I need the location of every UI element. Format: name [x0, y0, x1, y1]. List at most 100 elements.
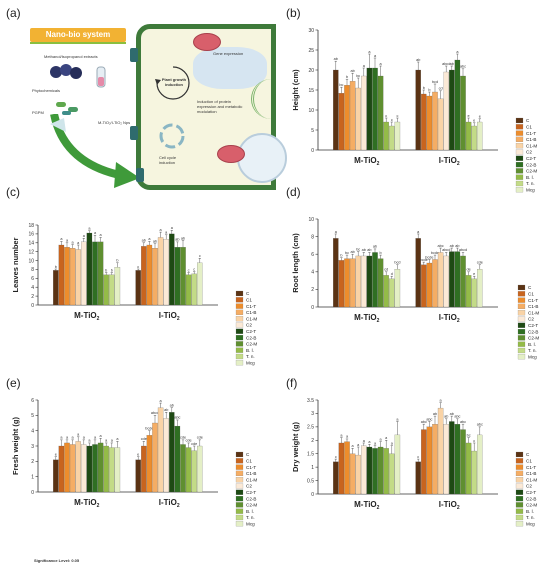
- significance-letter: c: [396, 114, 398, 118]
- legend-swatch: [235, 451, 244, 458]
- bar: [169, 412, 175, 493]
- significance-letter: a: [77, 241, 80, 245]
- bar: [69, 248, 76, 306]
- legend-label: C1-B: [526, 471, 536, 476]
- significance-letter: c: [199, 254, 201, 258]
- legend-swatch: [235, 470, 244, 477]
- flow-arrow-icon: [50, 114, 140, 188]
- bar: [338, 260, 345, 308]
- bar: [355, 454, 361, 495]
- group-label: M-TiO2: [74, 498, 100, 509]
- legend-swatch: [515, 162, 524, 168]
- legend-label: C2-T: [526, 490, 536, 495]
- legend-swatch: [235, 316, 244, 322]
- legend-label: C2-T: [526, 156, 536, 161]
- bar: [432, 91, 438, 151]
- legend-swatch: [515, 477, 524, 483]
- significance-letter: b: [423, 86, 425, 90]
- legend-label: C1-T: [528, 298, 538, 303]
- bar: [197, 262, 203, 306]
- bar: [180, 247, 186, 306]
- significance-letter: a: [368, 50, 371, 54]
- significance-letter: ab: [170, 403, 174, 407]
- bar: [383, 121, 389, 151]
- bar: [465, 121, 472, 151]
- legend-label: C2-B: [526, 162, 536, 167]
- legend-swatch: [235, 514, 244, 521]
- extracts-label: Methanol/Isopropanol extracts: [44, 54, 98, 59]
- panel-f-letter: (f): [286, 376, 298, 390]
- bar: [421, 429, 427, 495]
- legend-swatch: [235, 309, 244, 316]
- legend-swatch: [515, 483, 524, 489]
- significance-letter: a: [357, 443, 360, 447]
- legend-label: T. n.: [526, 515, 535, 520]
- significance-letter: cde: [191, 442, 197, 446]
- significance-letter: de: [466, 268, 470, 272]
- legend-swatch: [517, 354, 526, 360]
- bar: [58, 244, 65, 306]
- panel-d-letter: (d): [286, 185, 301, 199]
- group-label: M-TiO2: [354, 313, 380, 324]
- bar: [372, 448, 378, 495]
- vial-icon: [96, 66, 106, 88]
- bar: [338, 442, 345, 495]
- bar: [333, 461, 339, 495]
- bar: [389, 125, 395, 151]
- significance-letter: c: [391, 118, 393, 122]
- significance-letter: a: [66, 239, 69, 243]
- significance-letter: a: [368, 440, 371, 444]
- bar: [64, 442, 70, 493]
- bar: [64, 247, 70, 306]
- significance-letter: a: [88, 227, 91, 231]
- legend-label: C2-T: [528, 323, 538, 328]
- bar: [103, 274, 109, 306]
- significance-letter: a: [380, 62, 383, 66]
- bar: [437, 252, 444, 308]
- significance-letter: bcd: [432, 80, 438, 84]
- group-label: I-TiO2: [159, 498, 180, 509]
- legend-label: C: [246, 291, 250, 296]
- significance-letter: ab: [350, 69, 354, 73]
- legend-swatch: [515, 489, 524, 495]
- bar: [377, 75, 384, 151]
- y-tick-label: 1.5: [307, 452, 314, 458]
- significance-letter: bc: [356, 74, 360, 78]
- legend-swatch: [517, 291, 526, 297]
- bar: [471, 450, 477, 495]
- legend-swatch: [515, 470, 524, 477]
- pgpm-bacteria-icon: [56, 102, 78, 115]
- significance-letter: bc: [339, 83, 343, 87]
- legend-label: C: [526, 452, 530, 457]
- legend-swatch: [515, 143, 524, 149]
- cell-cycle-icon: [159, 123, 185, 149]
- bar: [415, 461, 421, 495]
- significance-letter: b: [55, 265, 57, 269]
- significance-letter: abcd: [442, 62, 450, 66]
- significance-letter: a: [94, 231, 97, 235]
- significance-letter: a: [105, 439, 108, 443]
- legend-label: C: [246, 452, 250, 457]
- significance-letter: a: [456, 50, 459, 54]
- significance-letter: bc: [356, 247, 360, 251]
- bar: [465, 442, 472, 495]
- legend-label: B. l.: [526, 509, 534, 514]
- bar: [180, 444, 186, 493]
- bar: [174, 247, 181, 306]
- bar: [86, 232, 93, 306]
- significance-letter: cde: [141, 437, 147, 441]
- bar: [471, 278, 477, 308]
- bar: [454, 59, 461, 151]
- significance-letter: a: [374, 54, 377, 58]
- membrane-channel-icon: [130, 126, 138, 140]
- title-underline: [30, 42, 126, 44]
- y-tick-label: 1: [311, 465, 314, 471]
- bar: [361, 445, 367, 495]
- legend-label: C2-M: [528, 336, 539, 341]
- legend-label: C1-M: [246, 316, 257, 321]
- significance-letter: a: [160, 228, 163, 232]
- y-tick-label: 2: [311, 438, 314, 444]
- significance-letter: bc: [345, 251, 349, 255]
